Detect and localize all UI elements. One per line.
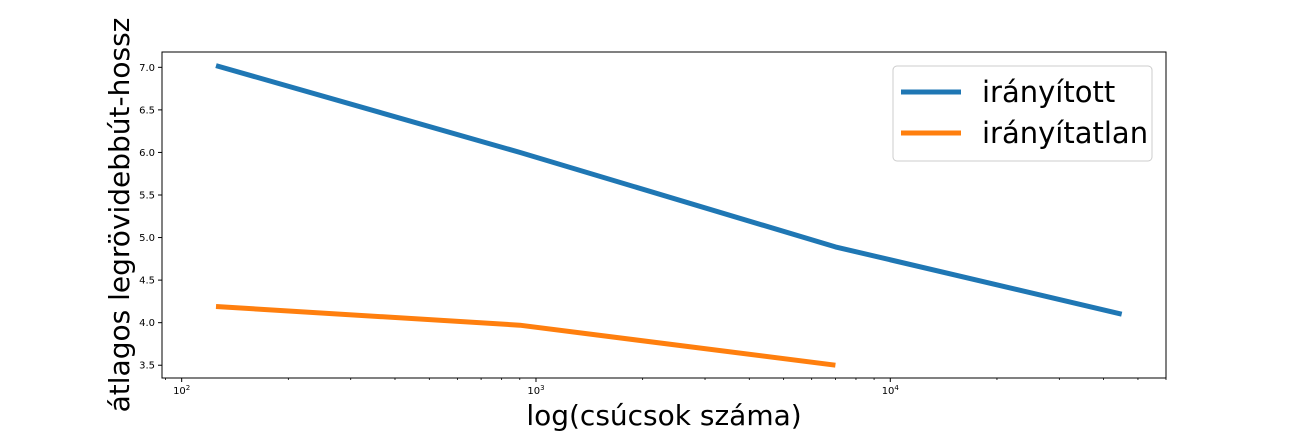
y-tick-label: 3.5 [139,361,155,372]
x-axis-label: log(csúcsok száma) [526,399,801,432]
x-tick-label: 104 [882,384,900,397]
plot-frame [161,51,1167,379]
y-tick-label: 4.0 [139,318,155,329]
y-tick-label: 5.5 [139,190,155,201]
legend-label-directed: irányított [982,75,1115,109]
y-tick-label: 5.0 [139,233,155,244]
series-line-1 [215,304,836,368]
legend-label-undirected: irányítatlan [982,116,1148,150]
y-tick-label: 6.5 [139,105,155,116]
x-tick-label: 102 [173,384,190,397]
y-axis-label: átlagos legrövidebbút-hossz [103,18,136,413]
series-line-0 [215,63,1123,317]
x-tick-label: 103 [527,384,544,397]
legend: irányított irányítatlan [892,65,1153,162]
y-tick-label: 4.5 [139,276,155,287]
y-tick-label: 6.0 [139,148,155,159]
y-axis: 3.5 4.0 4.5 5.0 5.5 6.0 6.5 7.0 [139,63,162,372]
series-layer [215,63,1123,368]
y-tick-label: 7.0 [139,63,155,74]
x-axis: 102 103 104 [165,378,1167,397]
